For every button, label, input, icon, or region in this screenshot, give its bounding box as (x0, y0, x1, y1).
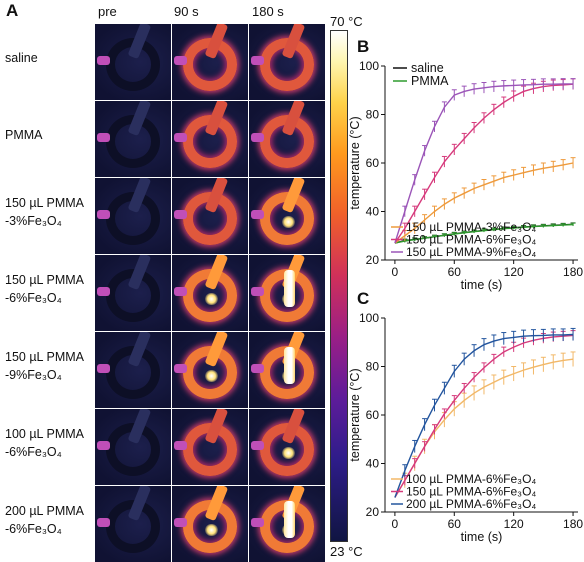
row-label-line: PMMA (5, 128, 43, 142)
thermal-image (172, 24, 248, 100)
legend-entry: 150 µL PMMA-3%Fe₃O₄ (406, 220, 536, 234)
x-tick-label: 60 (448, 517, 462, 531)
x-tick-label: 0 (392, 265, 399, 279)
x-tick-label: 0 (392, 517, 399, 531)
y-tick-label: 100 (359, 311, 379, 325)
series-line (394, 333, 574, 498)
row-label-line: -9%Fe₃O₄ (5, 368, 62, 382)
series-line (394, 223, 574, 244)
thermal-image (172, 409, 248, 485)
thermal-image (95, 486, 171, 562)
thermal-image (249, 486, 325, 562)
colorbar-min-label: 23 °C (330, 544, 363, 559)
panel-letter: B (357, 37, 369, 56)
x-axis-label: time (s) (461, 278, 503, 292)
y-tick-label: 40 (366, 205, 380, 219)
row-label: 100 µL PMMA -6%Fe₃O₄ (5, 425, 95, 461)
thermal-image (249, 332, 325, 408)
thermal-image (95, 101, 171, 177)
x-tick-label: 180 (563, 265, 583, 279)
y-tick-label: 60 (366, 408, 380, 422)
panel-a-letter: A (6, 1, 19, 20)
thermal-image (249, 101, 325, 177)
thermal-image (95, 178, 171, 254)
row-label-line: saline (5, 51, 38, 65)
row-label: 150 µL PMMA -9%Fe₃O₄ (5, 348, 95, 384)
series-line (394, 358, 574, 498)
legend-entry: PMMA (411, 74, 449, 88)
y-tick-label: 60 (366, 156, 380, 170)
row-label: 150 µL PMMA -6%Fe₃O₄ (5, 271, 95, 307)
row-label: 150 µL PMMA -3%Fe₃O₄ (5, 194, 95, 230)
thermal-image (249, 255, 325, 331)
row-label: 200 µL PMMA -6%Fe₃O₄ (5, 502, 95, 538)
thermal-image (172, 178, 248, 254)
series-line (394, 334, 574, 498)
series-line (394, 83, 574, 244)
thermal-image (95, 24, 171, 100)
thermal-image (249, 409, 325, 485)
y-tick-label: 20 (366, 505, 380, 519)
legend-entry: saline (411, 61, 444, 75)
temperature-colorbar (330, 30, 348, 542)
row-label-line: 100 µL PMMA (5, 427, 84, 441)
row-label-line: 150 µL PMMA (5, 273, 84, 287)
y-axis-label: temperature (°C) (348, 368, 362, 461)
thermal-image (249, 178, 325, 254)
x-tick-label: 60 (448, 265, 462, 279)
thermal-image (172, 255, 248, 331)
legend-entry: 150 µL PMMA-9%Fe₃O₄ (406, 245, 536, 259)
y-axis-label: temperature (°C) (348, 116, 362, 209)
row-label-line: -3%Fe₃O₄ (5, 214, 62, 228)
x-tick-label: 180 (563, 517, 583, 531)
y-tick-label: 40 (366, 457, 380, 471)
thermal-image (95, 255, 171, 331)
x-tick-label: 120 (504, 265, 524, 279)
thermal-image (172, 332, 248, 408)
series-line (394, 83, 574, 244)
colorbar-max-label: 70 °C (330, 14, 363, 29)
legend-entry: 200 µL PMMA-6%Fe₃O₄ (406, 497, 536, 511)
y-tick-label: 80 (366, 108, 380, 122)
row-label: PMMA (5, 126, 95, 144)
y-tick-label: 80 (366, 360, 380, 374)
row-label-line: 200 µL PMMA (5, 504, 84, 518)
series-line (394, 223, 574, 244)
row-label-line: -6%Fe₃O₄ (5, 291, 62, 305)
y-tick-label: 20 (366, 253, 380, 267)
legend-entry: 100 µL PMMA-6%Fe₃O₄ (406, 472, 536, 486)
thermal-image-grid (95, 24, 325, 562)
x-axis-label: time (s) (461, 530, 503, 544)
row-label-line: 150 µL PMMA (5, 196, 84, 210)
thermal-image (172, 486, 248, 562)
row-label-line: 150 µL PMMA (5, 350, 84, 364)
panel-letter: C (357, 289, 369, 308)
row-label: saline (5, 49, 95, 67)
column-header-90s: 90 s (174, 4, 199, 19)
thermal-image (95, 409, 171, 485)
thermal-image (95, 332, 171, 408)
thermal-image (249, 24, 325, 100)
thermal-image (172, 101, 248, 177)
row-label-line: -6%Fe₃O₄ (5, 522, 62, 536)
row-label-line: -6%Fe₃O₄ (5, 445, 62, 459)
y-tick-label: 100 (359, 59, 379, 73)
column-header-pre: pre (98, 4, 117, 19)
legend-entry: 150 µL PMMA-6%Fe₃O₄ (406, 233, 536, 247)
column-header-180s: 180 s (252, 4, 284, 19)
series-line (394, 162, 574, 244)
legend-entry: 150 µL PMMA-6%Fe₃O₄ (406, 485, 536, 499)
x-tick-label: 120 (504, 517, 524, 531)
